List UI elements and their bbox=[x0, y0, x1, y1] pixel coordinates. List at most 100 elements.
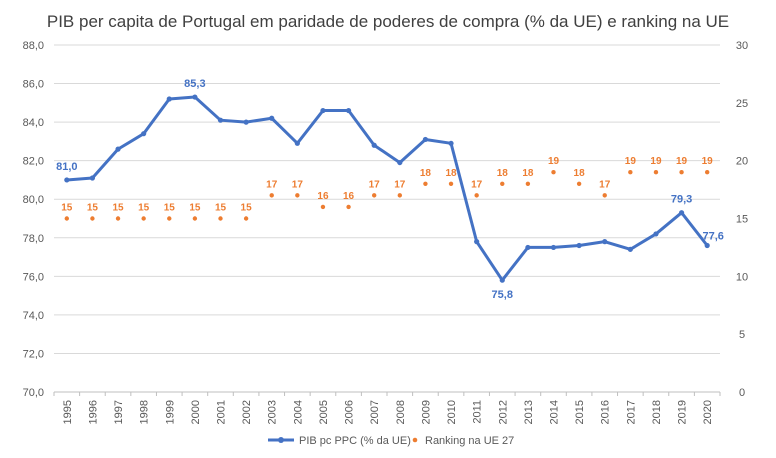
ranking-point bbox=[628, 170, 633, 175]
legend: PIB pc PPC (% da UE) Ranking na UE 27 bbox=[268, 435, 514, 447]
pib-point bbox=[653, 231, 659, 237]
ranking-data-label: 16 bbox=[343, 191, 355, 202]
pib-point bbox=[64, 177, 70, 183]
y-right-tick-label: 15 bbox=[736, 214, 748, 226]
x-tick-label: 1998 bbox=[139, 400, 151, 424]
ranking-point bbox=[141, 216, 146, 221]
ranking-data-label: 18 bbox=[445, 168, 457, 179]
pib-point bbox=[678, 210, 685, 216]
ranking-point bbox=[423, 181, 428, 186]
y-left-tick-label: 74,0 bbox=[23, 310, 44, 322]
pib-point bbox=[192, 94, 198, 100]
x-tick-label: 2014 bbox=[549, 400, 561, 424]
pib-point bbox=[550, 244, 557, 251]
ranking-point bbox=[346, 204, 351, 210]
pib-data-label: 75,8 bbox=[492, 289, 513, 301]
x-tick-label: 2011 bbox=[472, 400, 484, 424]
pib-point bbox=[525, 244, 531, 251]
pib-point bbox=[141, 131, 147, 137]
ranking-point bbox=[243, 216, 249, 221]
ranking-data-label: 19 bbox=[702, 156, 714, 167]
ranking-point bbox=[192, 216, 198, 221]
pib-point bbox=[269, 115, 275, 121]
ranking-data-label: 19 bbox=[650, 156, 662, 167]
y-right-tick-label: 10 bbox=[736, 271, 748, 283]
legend-marker-pib bbox=[278, 437, 284, 443]
legend-item-pib[interactable]: PIB pc PPC (% da UE) bbox=[268, 435, 411, 447]
y-right-tick-label: 0 bbox=[739, 387, 745, 399]
chart-title: PIB per capita de Portugal em paridade d… bbox=[47, 12, 729, 31]
x-tick-label: 2012 bbox=[497, 400, 509, 424]
ranking-data-label: 18 bbox=[497, 168, 509, 179]
ranking-data-label: 15 bbox=[87, 203, 99, 214]
ranking-data-label: 15 bbox=[112, 203, 124, 214]
y-left-tick-label: 80,0 bbox=[23, 194, 44, 206]
pib-point bbox=[576, 242, 582, 249]
ranking-point bbox=[167, 216, 172, 221]
ranking-data-label: 15 bbox=[61, 203, 73, 214]
y-right-tick-label: 20 bbox=[736, 156, 748, 168]
x-tick-label: 2016 bbox=[600, 400, 612, 424]
pib-point bbox=[294, 140, 300, 146]
ranking-point bbox=[269, 193, 274, 198]
pib-point bbox=[217, 117, 224, 123]
x-tick-label: 2009 bbox=[420, 400, 432, 424]
series-pib: 81,0 85,3 75,8 79,3 77,6 bbox=[56, 78, 724, 301]
x-tick-label: 2001 bbox=[216, 400, 228, 424]
ranking-point bbox=[90, 216, 95, 221]
x-tick-label: 2015 bbox=[574, 400, 586, 424]
pib-point bbox=[602, 239, 608, 245]
legend-item-ranking[interactable]: Ranking na UE 27 bbox=[412, 435, 515, 447]
ranking-data-label: 15 bbox=[215, 203, 227, 214]
x-tick-label: 2008 bbox=[395, 400, 407, 424]
ranking-point bbox=[320, 204, 326, 210]
pib-point bbox=[627, 246, 633, 252]
ranking-data-label: 17 bbox=[394, 179, 406, 190]
ranking-data-label: 19 bbox=[548, 156, 560, 167]
pib-data-label: 85,3 bbox=[184, 78, 205, 90]
ranking-data-label: 17 bbox=[266, 179, 278, 190]
ranking-data-label: 17 bbox=[599, 179, 611, 190]
pib-data-label: 81,0 bbox=[56, 161, 77, 173]
ranking-point bbox=[397, 193, 403, 198]
x-tick-label: 2005 bbox=[318, 400, 330, 424]
ranking-point bbox=[500, 181, 505, 186]
y-axis-left: 70,0 72,0 74,0 76,0 78,0 80,0 82,0 84,0 86,0 88,0 bbox=[23, 40, 44, 399]
ranking-point bbox=[576, 181, 582, 186]
grid bbox=[54, 44, 720, 393]
pib-point bbox=[371, 142, 377, 148]
pib-point bbox=[499, 277, 505, 283]
x-tick-label: 2003 bbox=[267, 400, 279, 424]
ranking-point bbox=[525, 181, 531, 186]
pib-point bbox=[320, 107, 326, 114]
legend-label-ranking: Ranking na UE 27 bbox=[425, 435, 514, 447]
ranking-data-label: 15 bbox=[164, 203, 176, 214]
pib-point bbox=[166, 96, 172, 102]
ranking-point bbox=[115, 216, 121, 221]
x-tick-label: 2004 bbox=[292, 400, 304, 424]
x-tick-label: 2007 bbox=[369, 400, 381, 424]
ranking-data-label: 19 bbox=[625, 156, 637, 167]
ranking-point bbox=[218, 216, 223, 221]
y-left-tick-label: 78,0 bbox=[23, 233, 44, 245]
pib-point bbox=[448, 140, 454, 146]
y-right-tick-label: 25 bbox=[736, 98, 748, 110]
x-tick-label: 1996 bbox=[87, 400, 99, 424]
y-left-tick-label: 88,0 bbox=[23, 40, 44, 52]
ranking-data-label: 18 bbox=[420, 168, 432, 179]
y-right-tick-label: 5 bbox=[739, 329, 745, 341]
ranking-point bbox=[295, 193, 300, 198]
pib-line bbox=[66, 95, 709, 282]
legend-label-pib: PIB pc PPC (% da UE) bbox=[299, 435, 411, 447]
pib-point bbox=[397, 159, 403, 166]
pib-point bbox=[243, 119, 249, 125]
pib-point bbox=[704, 242, 710, 249]
x-tick-label: 1999 bbox=[164, 400, 176, 424]
pib-data-label: 77,6 bbox=[702, 230, 723, 242]
ranking-point bbox=[448, 181, 454, 186]
ranking-data-label: 15 bbox=[138, 203, 150, 214]
x-tick-label: 2020 bbox=[702, 400, 714, 424]
pib-point bbox=[345, 107, 352, 114]
ranking-data-label: 15 bbox=[189, 203, 201, 214]
